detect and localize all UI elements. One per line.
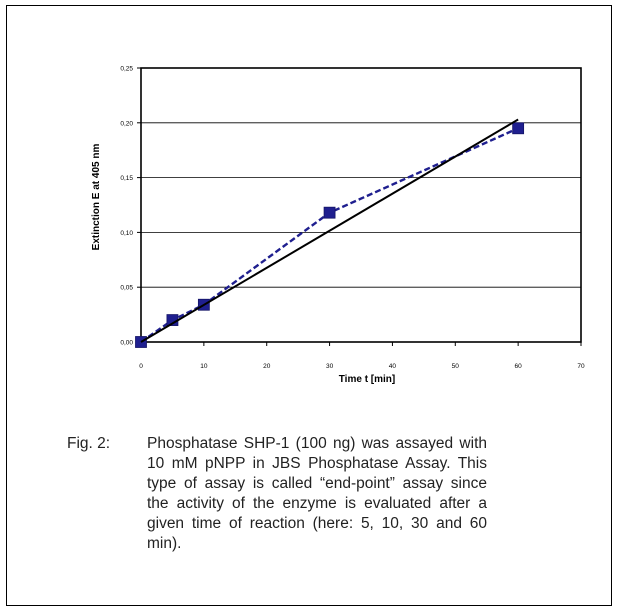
y-tick-label: 0,00 xyxy=(120,340,133,347)
x-tick-label: 60 xyxy=(515,363,523,370)
y-tick-label: 0,25 xyxy=(120,66,133,73)
y-tick-label: 0,05 xyxy=(120,285,133,292)
x-tick-label: 10 xyxy=(200,363,208,370)
linear-fit-line xyxy=(140,118,519,343)
data-point-marker xyxy=(512,122,525,135)
x-axis-label: Time t [min] xyxy=(339,374,395,385)
data-point-marker xyxy=(323,206,336,219)
x-tick-label: 0 xyxy=(139,363,143,370)
x-tick-label: 50 xyxy=(452,363,460,370)
y-tick-label: 0,20 xyxy=(120,120,133,127)
figure-frame: 0,00 0,05 0,10 0,15 0,20 0,25 0 10 20 30 40 50 60 70 T… xyxy=(6,5,612,606)
figure-caption: Fig. 2: Phosphatase SHP-1 (100 ng) was a… xyxy=(67,434,487,554)
x-tick-label: 70 xyxy=(577,363,585,370)
caption-prefix: Fig. 2: xyxy=(67,435,111,452)
x-tick-label: 20 xyxy=(263,363,271,370)
y-tick-label: 0,15 xyxy=(120,175,133,182)
y-axis-label: Extinction E at 405 nm xyxy=(91,144,102,251)
data-series-line xyxy=(140,127,519,343)
x-tick-label: 30 xyxy=(326,363,334,370)
x-tick-label: 40 xyxy=(389,363,397,370)
line-chart: 0,00 0,05 0,10 0,15 0,20 0,25 0 10 20 30 40 50 60 70 T… xyxy=(91,66,585,386)
caption-text: Phosphatase SHP-1 (100 ng) was assayed w… xyxy=(147,435,487,552)
plot-area-border xyxy=(140,67,582,343)
y-tick-label: 0,10 xyxy=(120,230,133,237)
